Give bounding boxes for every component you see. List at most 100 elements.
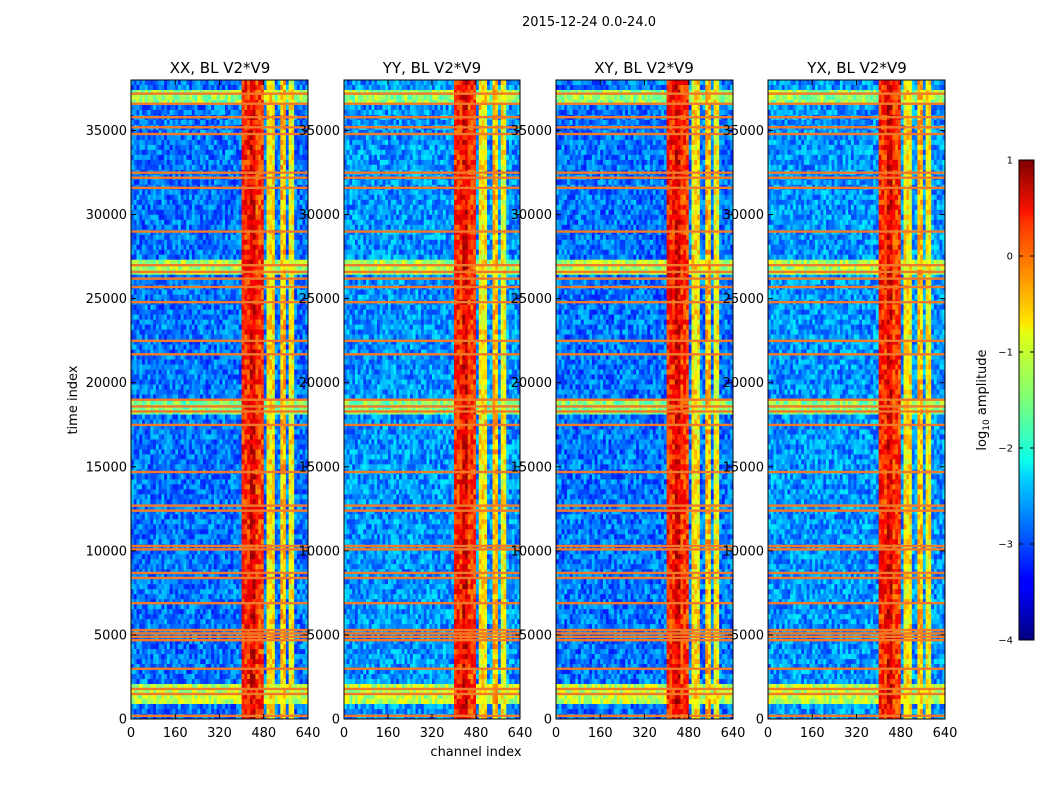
heatmap-cell (255, 120, 258, 125)
heatmap-cell (137, 95, 140, 100)
heatmap-cell (178, 85, 181, 90)
heatmap-cell (275, 80, 278, 85)
heatmap-cell (239, 105, 242, 110)
heatmap-cell (261, 110, 264, 115)
heatmap-cell (220, 85, 223, 90)
heatmap-cell (156, 120, 159, 125)
heatmap-cell (206, 95, 209, 100)
heatmap-cell (195, 85, 198, 90)
heatmap-cell (153, 105, 156, 110)
heatmap-cell (142, 105, 145, 110)
heatmap-cell (283, 110, 286, 115)
heatmap-cell (242, 140, 245, 145)
heatmap-cell (197, 140, 200, 145)
heatmap-cell (200, 145, 203, 150)
heatmap-cell (150, 105, 153, 110)
heatmap-cell (145, 110, 148, 115)
heatmap-cell (278, 140, 281, 145)
heatmap-cell (170, 120, 173, 125)
heatmap-cell (186, 95, 189, 100)
heatmap-cell (206, 80, 209, 85)
heatmap-cell (269, 135, 272, 140)
heatmap-cell (291, 105, 294, 110)
heatmap-cell (181, 145, 184, 150)
heatmap-cell (175, 140, 178, 145)
heatmap-cell (203, 120, 206, 125)
heatmap-cell (280, 110, 283, 115)
heatmap-cell (275, 105, 278, 110)
heatmap-cell (228, 95, 231, 100)
heatmap-cell (275, 120, 278, 125)
heatmap-cell (148, 80, 151, 85)
heatmap-cell (170, 105, 173, 110)
heatmap-cell (297, 105, 300, 110)
heatmap-cell (258, 85, 261, 90)
heatmap-cell (134, 95, 137, 100)
heatmap-cell (142, 85, 145, 90)
heatmap-cell (192, 120, 195, 125)
heatmap-cell (239, 140, 242, 145)
heatmap-cell (222, 140, 225, 145)
heatmap-cell (228, 135, 231, 140)
heatmap-cell (139, 145, 142, 150)
heatmap-cell (269, 95, 272, 100)
heatmap-cell (192, 110, 195, 115)
heatmap-cell (286, 140, 289, 145)
heatmap-cell (253, 140, 256, 145)
heatmap-cell (206, 85, 209, 90)
heatmap-cell (195, 110, 198, 115)
heatmap-cell (291, 135, 294, 140)
heatmap-cell (161, 110, 164, 115)
heatmap-cell (159, 85, 162, 90)
heatmap-cell (233, 85, 236, 90)
heatmap-cell (297, 95, 300, 100)
heatmap-cell (236, 145, 239, 150)
heatmap-cell (145, 145, 148, 150)
heatmap-cell (283, 80, 286, 85)
heatmap-cell (167, 140, 170, 145)
heatmap-cell (142, 120, 145, 125)
heatmap-cell (189, 135, 192, 140)
heatmap-cell (214, 85, 217, 90)
heatmap-cell (236, 110, 239, 115)
heatmap-cell (156, 145, 159, 150)
heatmap-cell (228, 105, 231, 110)
heatmap-cell (289, 140, 292, 145)
heatmap-cell (156, 95, 159, 100)
heatmap-cell (250, 140, 253, 145)
heatmap-cell (264, 85, 267, 90)
heatmap-cell (211, 105, 214, 110)
heatmap-cell (242, 85, 245, 90)
heatmap-cell (164, 85, 167, 90)
heatmap-cell (175, 145, 178, 150)
heatmap-cell (167, 95, 170, 100)
heatmap-cell (253, 135, 256, 140)
heatmap-cell (197, 105, 200, 110)
heatmap-cell (184, 95, 187, 100)
heatmap-cell (178, 105, 181, 110)
heatmap-cell (258, 135, 261, 140)
heatmap-cell (214, 95, 217, 100)
heatmap-cell (244, 135, 247, 140)
heatmap-cell (225, 140, 228, 145)
heatmap-cell (222, 145, 225, 150)
heatmap-cell (214, 145, 217, 150)
heatmap-cell (267, 140, 270, 145)
heatmap-cell (167, 85, 170, 90)
heatmap-cell (258, 140, 261, 145)
heatmap-cell (258, 95, 261, 100)
heatmap-cell (283, 140, 286, 145)
heatmap-cell (255, 80, 258, 85)
heatmap-cell (203, 145, 206, 150)
heatmap-cell (195, 80, 198, 85)
heatmap-cell (145, 120, 148, 125)
heatmap-cell (200, 85, 203, 90)
heatmap-cell (280, 95, 283, 100)
heatmap-cell (294, 80, 297, 85)
heatmap-cell (181, 140, 184, 145)
heatmap-cell (261, 85, 264, 90)
heatmap-cell (275, 145, 278, 150)
heatmap-cell (159, 95, 162, 100)
heatmap-cell (255, 145, 258, 150)
heatmap-cell (247, 135, 250, 140)
